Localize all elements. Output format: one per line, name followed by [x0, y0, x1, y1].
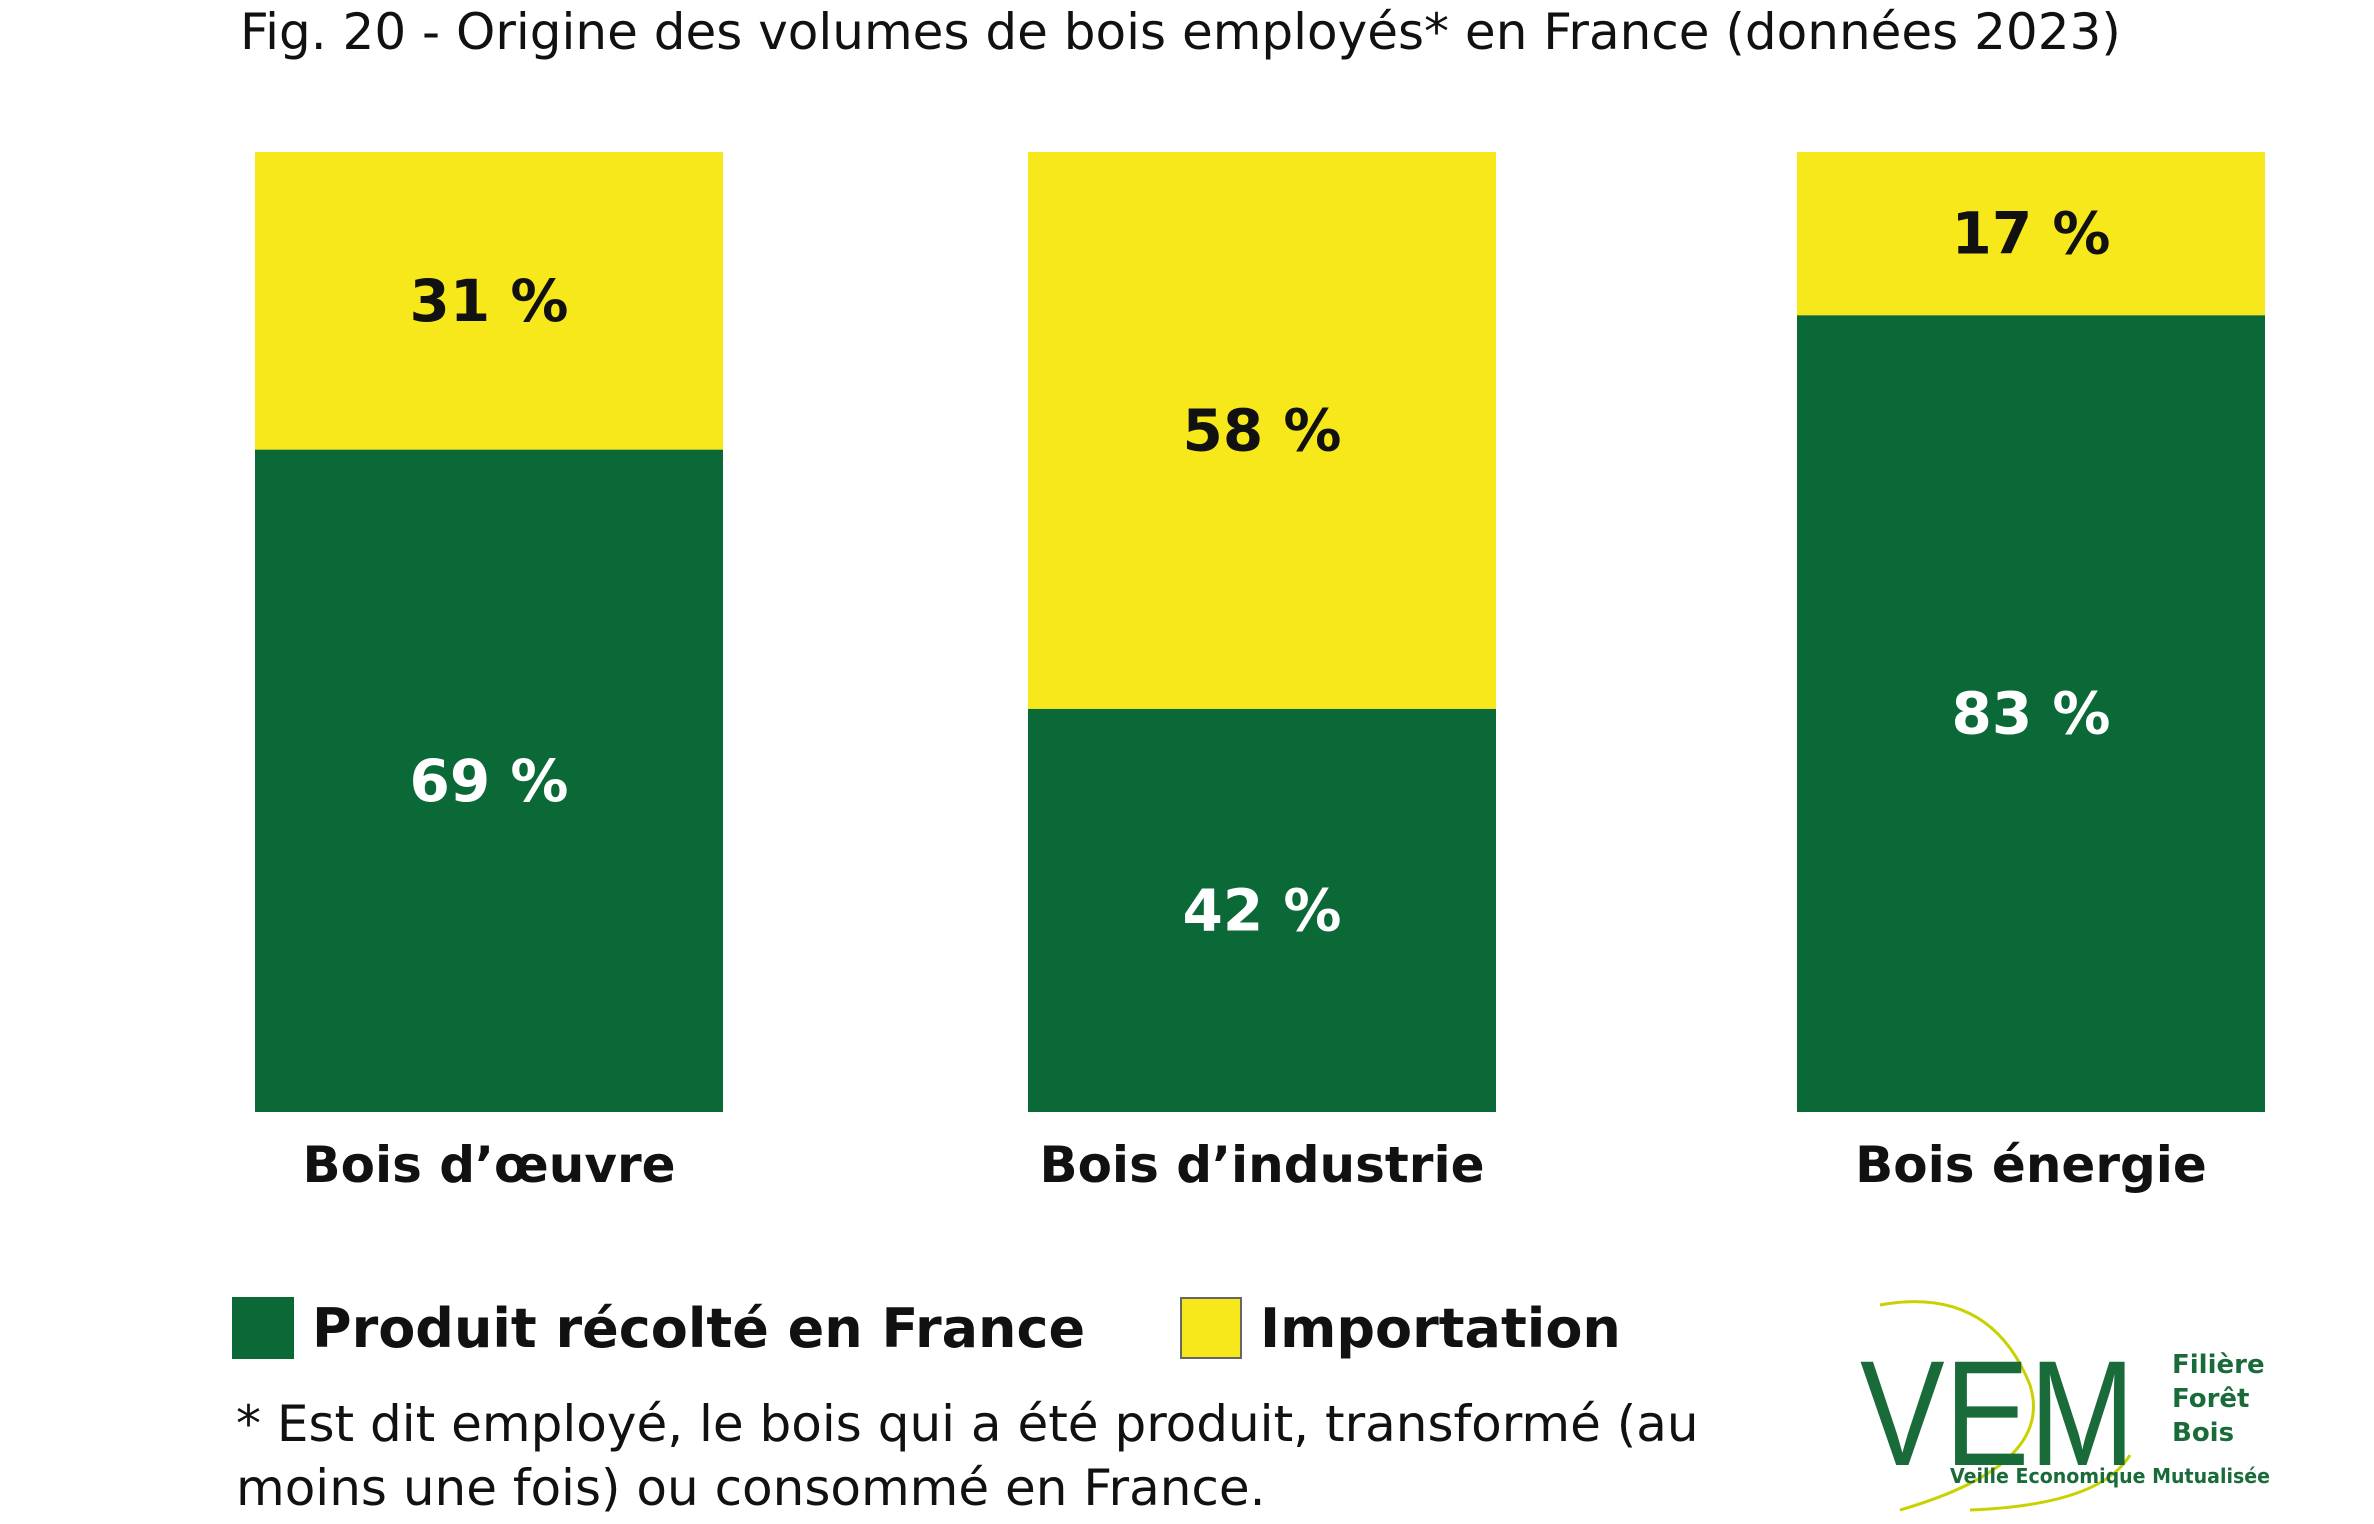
- legend-swatch-produit: [232, 1297, 294, 1359]
- data-label-importation-bois-d-industrie: 58 %: [1182, 396, 1341, 464]
- data-label-produit-re-colte-en-france-bois-e-nergie: 83 %: [1951, 680, 2110, 748]
- bar-importation-bois-d-uvre: [255, 152, 723, 450]
- logo-bois: Bois: [2172, 1418, 2234, 1448]
- bar-importation-bois-d-industrie: [1028, 152, 1496, 709]
- legend-label-importation: Importation: [1260, 1296, 1621, 1360]
- legend-swatch-importation: [1180, 1297, 1242, 1359]
- data-label-produit-re-colte-en-france-bois-d-industrie: 42 %: [1182, 876, 1341, 944]
- logo-swoosh: [1879, 1300, 2035, 1512]
- bar-produit-re-colte-en-france-bois-e-nergie: [1797, 315, 2265, 1112]
- bar-importation-bois-e-nergie: [1797, 152, 2265, 316]
- category-label-bois-e-nergie: Bois énergie: [1855, 1136, 2207, 1194]
- category-label-bois-d-industrie: Bois d’industrie: [1039, 1136, 1484, 1194]
- data-label-produit-re-colte-en-france-bois-d-uvre: 69 %: [409, 747, 568, 815]
- legend-item-produit: Produit récolté en France: [232, 1295, 1085, 1361]
- category-label-bois-d-uvre: Bois d’œuvre: [302, 1136, 675, 1194]
- stacked-bar-chart: 69 % 31 % Bois d’œuvre 42 % 58 % Bois d’indus…: [255, 152, 2265, 1194]
- footnote: * Est dit employé, le bois qui a été pro…: [236, 1395, 1699, 1517]
- legend-label-produit: Produit récolté en France: [312, 1296, 1086, 1360]
- logo-tagline: Veille Economique Mutualisée: [1950, 1464, 2270, 1488]
- legend-item-importation: Importation: [1180, 1295, 1621, 1361]
- logo-swoosh-2: [1969, 1454, 2132, 1512]
- logo-letters: VEM: [1860, 1329, 2135, 1497]
- vem-logo: VEM Filière Forêt Bois Veille Economique…: [1840, 1295, 2280, 1515]
- data-label-importation-bois-d-uvre: 31 %: [409, 267, 568, 335]
- bar-produit-re-colte-en-france-bois-d-uvre: [255, 449, 723, 1113]
- logo-foret: Forêt: [2172, 1384, 2249, 1414]
- data-label-importation-bois-e-nergie: 17 %: [1951, 200, 2110, 268]
- chart-title: Fig. 20 - Origine des volumes de bois em…: [240, 3, 2121, 61]
- logo-filiere: Filière: [2172, 1350, 2265, 1380]
- bar-produit-re-colte-en-france-bois-d-industrie: [1028, 708, 1496, 1112]
